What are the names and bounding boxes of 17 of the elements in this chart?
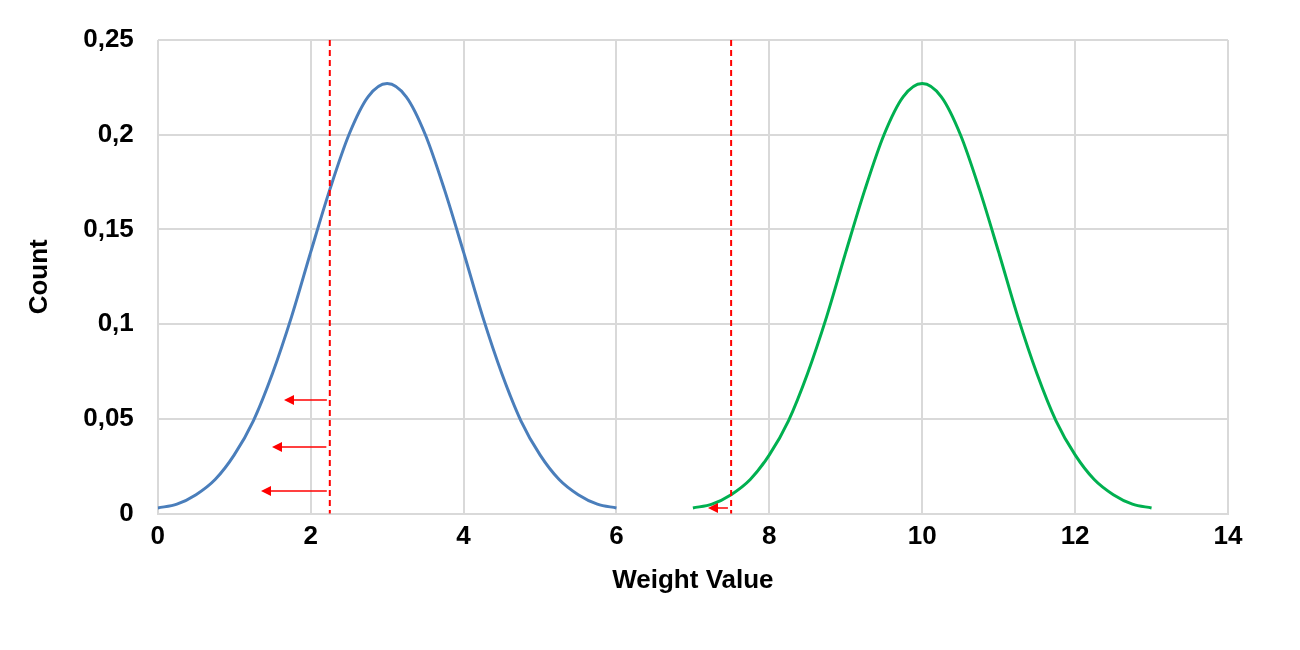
y-tick-label: 0,1 (97, 307, 134, 338)
x-axis-title: Weight Value (612, 563, 774, 594)
x-tick-label: 0 (150, 520, 166, 551)
x-tick-label: 14 (1213, 520, 1243, 551)
y-tick-label: 0,25 (83, 23, 134, 54)
x-tick-label: 10 (907, 520, 937, 551)
y-tick-label: 0 (119, 496, 134, 527)
x-tick-label: 2 (303, 520, 318, 551)
x-tick-label: 4 (456, 520, 472, 551)
line-series (157, 82, 618, 510)
x-tick-label: 8 (762, 520, 777, 551)
x-tick-label: 12 (1060, 520, 1090, 551)
y-tick-label: 0,15 (83, 212, 134, 243)
y-axis-title: Count (22, 238, 53, 315)
x-tick-label: 6 (609, 520, 624, 551)
y-tick-label: 0,2 (97, 117, 134, 148)
y-tick-label: 0,05 (83, 402, 134, 433)
